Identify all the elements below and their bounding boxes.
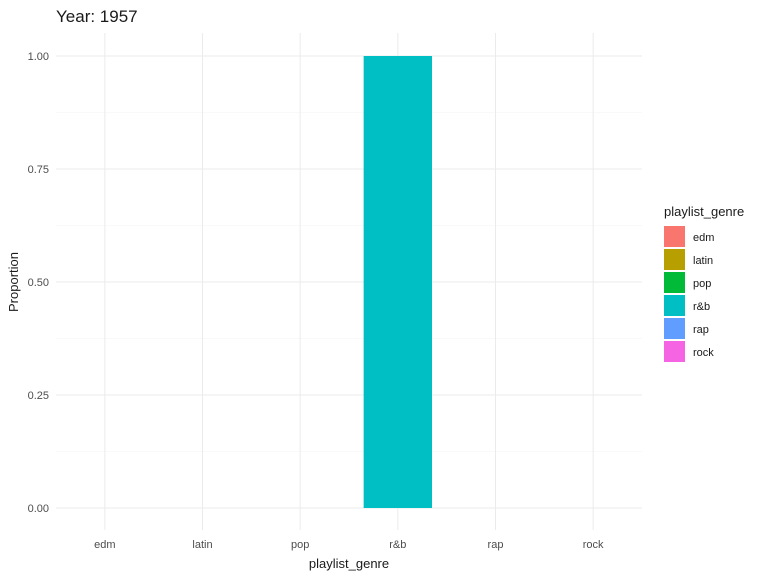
legend-swatch-rock [664,341,685,362]
x-tick-label: r&b [389,539,406,551]
legend-swatch-edm [664,226,685,247]
grid [56,33,642,530]
legend-label: latin [693,255,713,267]
x-tick-label: pop [291,539,309,551]
legend-label: rap [693,324,709,336]
legend: playlist_genre edm latin pop r&b rap rock [664,204,744,362]
legend-label: edm [693,232,714,244]
legend-swatch-rb [664,295,685,316]
legend-label: rock [693,347,714,359]
bar-rb [363,56,433,508]
bars [363,56,433,508]
legend-title: playlist_genre [664,204,744,219]
chart-title: Year: 1957 [56,7,138,26]
legend-label: pop [693,278,711,290]
legend-swatch-latin [664,249,685,270]
y-tick-label: 0.25 [28,390,49,402]
x-tick-label: rock [583,539,604,551]
y-tick-label: 0.00 [28,503,49,515]
legend-label: r&b [693,301,710,313]
x-tick-label: rap [488,539,504,551]
y-tick-label: 0.75 [28,164,49,176]
x-tick-label: edm [94,539,115,551]
legend-swatch-pop [664,272,685,293]
y-axis-ticks: 0.00 0.25 0.50 0.75 1.00 [28,51,49,515]
y-axis-title: Proportion [6,252,21,312]
legend-swatch-rap [664,318,685,339]
x-tick-label: latin [192,539,212,551]
y-tick-label: 1.00 [28,51,49,63]
y-tick-label: 0.50 [28,277,49,289]
x-axis-title: playlist_genre [309,556,389,571]
x-axis-ticks: edm latin pop r&b rap rock [94,539,604,551]
